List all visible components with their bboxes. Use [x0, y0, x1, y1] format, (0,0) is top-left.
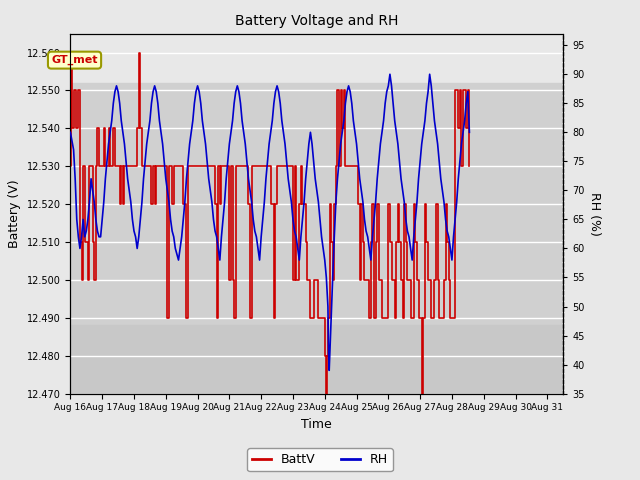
X-axis label: Time: Time — [301, 418, 332, 431]
Title: Battery Voltage and RH: Battery Voltage and RH — [235, 14, 399, 28]
Bar — [70, 325, 563, 394]
Y-axis label: Battery (V): Battery (V) — [8, 180, 21, 248]
Legend: BattV, RH: BattV, RH — [248, 448, 392, 471]
Y-axis label: RH (%): RH (%) — [588, 192, 602, 236]
Text: GT_met: GT_met — [51, 55, 98, 65]
Bar — [70, 83, 563, 325]
